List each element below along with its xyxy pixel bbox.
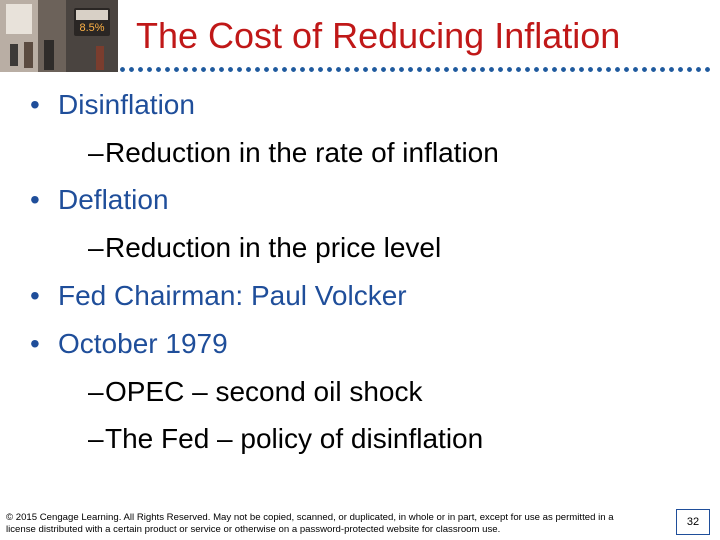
sub-bullet-item: –Reduction in the price level <box>88 231 441 265</box>
street-scene-photo: 8.5% <box>0 0 118 72</box>
page-number: 32 <box>676 509 710 535</box>
sub-bullet-text: Reduction in the rate of inflation <box>105 137 499 168</box>
sub-bullet-item: –OPEC – second oil shock <box>88 375 423 409</box>
bullet-marker: • <box>30 280 40 311</box>
bullet-item: • Disinflation <box>30 88 195 122</box>
copyright-notice: © 2015 Cengage Learning. All Rights Rese… <box>6 512 614 535</box>
sub-bullet-text: OPEC – second oil shock <box>105 376 423 407</box>
bullet-item: • October 1979 <box>30 327 228 361</box>
sub-bullet-text: Reduction in the price level <box>105 232 442 263</box>
dash-marker: – <box>88 137 104 168</box>
title-divider <box>118 66 714 73</box>
dash-marker: – <box>88 232 104 263</box>
bullet-item: • Deflation <box>30 183 169 217</box>
bullet-text: October 1979 <box>58 328 228 359</box>
bullet-text: Fed Chairman: Paul Volcker <box>58 280 407 311</box>
dash-marker: – <box>88 423 104 454</box>
dash-marker: – <box>88 376 104 407</box>
sub-bullet-text: The Fed – policy of disinflation <box>105 423 484 454</box>
sign-value: 8.5% <box>79 22 104 34</box>
bullet-text: Deflation <box>58 184 169 215</box>
bullet-marker: • <box>30 184 40 215</box>
bullet-text: Disinflation <box>58 89 195 120</box>
sub-bullet-item: –The Fed – policy of disinflation <box>88 422 483 456</box>
slide-title: The Cost of Reducing Inflation <box>136 15 621 56</box>
bullet-marker: • <box>30 328 40 359</box>
bullet-item: • Fed Chairman: Paul Volcker <box>30 279 407 313</box>
sub-bullet-item: –Reduction in the rate of inflation <box>88 136 499 170</box>
bullet-marker: • <box>30 89 40 120</box>
